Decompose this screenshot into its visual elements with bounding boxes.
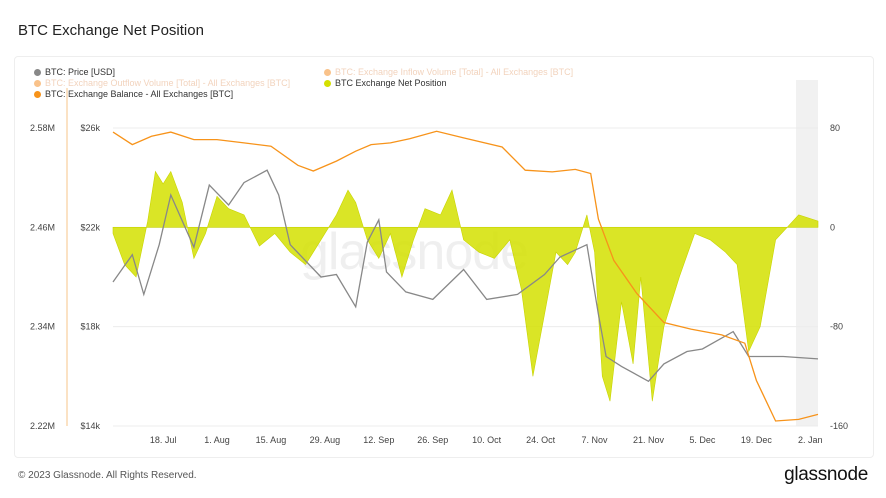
copyright: © 2023 Glassnode. All Rights Reserved.	[18, 470, 197, 481]
x-tick-label: 29. Aug	[310, 435, 341, 445]
legend-item-inflow[interactable]: BTC: Exchange Inflow Volume [Total] - Al…	[324, 67, 573, 78]
y-tick-price: $22k	[80, 222, 100, 232]
x-tick-label: 10. Oct	[472, 435, 502, 445]
x-tick-label: 5. Dec	[689, 435, 716, 445]
glassnode-logo: glassnode	[784, 464, 868, 485]
y-tick-balance: 2.34M	[30, 322, 55, 332]
recent-band	[796, 80, 818, 426]
legend-item-price[interactable]: BTC: Price [USD]	[34, 67, 115, 78]
legend-label-price: BTC: Price [USD]	[45, 67, 116, 77]
x-tick-label: 12. Sep	[363, 435, 394, 445]
y-tick-balance: 2.46M	[30, 222, 55, 232]
legend-item-balance[interactable]: BTC: Exchange Balance - All Exchanges [B…	[34, 89, 233, 100]
legend-dot-price	[34, 69, 41, 76]
x-tick-label: 18. Jul	[150, 435, 177, 445]
legend-label-net-position: BTC Exchange Net Position	[335, 78, 447, 88]
x-tick-label: 7. Nov	[582, 435, 609, 445]
y-tick-price: $18k	[80, 322, 100, 332]
x-tick-label: 19. Dec	[741, 435, 773, 445]
legend-label-balance: BTC: Exchange Balance - All Exchanges [B…	[45, 89, 234, 99]
legend-label-inflow: BTC: Exchange Inflow Volume [Total] - Al…	[335, 67, 574, 77]
legend-dot-inflow	[324, 69, 331, 76]
series-net-position-area	[112, 170, 819, 402]
y-tick-right: 80	[830, 123, 840, 133]
legend-dot-outflow	[34, 80, 41, 87]
x-tick-label: 21. Nov	[633, 435, 665, 445]
y-tick-right: -80	[830, 322, 843, 332]
x-tick-label: 2. Jan	[798, 435, 823, 445]
y-tick-price: $26k	[80, 123, 100, 133]
y-tick-right: 0	[830, 222, 835, 232]
x-tick-label: 1. Aug	[204, 435, 230, 445]
x-tick-label: 26. Sep	[417, 435, 448, 445]
series-balance-line	[112, 130, 819, 422]
series-price-line	[112, 169, 819, 383]
legend-item-outflow[interactable]: BTC: Exchange Outflow Volume [Total] - A…	[34, 78, 290, 89]
y-tick-right: -160	[830, 421, 848, 431]
y-tick-price: $14k	[80, 421, 100, 431]
y-tick-balance: 2.22M	[30, 421, 55, 431]
chart-title: BTC Exchange Net Position	[18, 22, 204, 39]
legend-label-outflow: BTC: Exchange Outflow Volume [Total] - A…	[45, 78, 291, 88]
y-tick-balance: 2.58M	[30, 123, 55, 133]
x-tick-label: 15. Aug	[256, 435, 287, 445]
legend-dot-net-position	[324, 80, 331, 87]
x-tick-label: 24. Oct	[526, 435, 556, 445]
legend-dot-balance	[34, 91, 41, 98]
legend-item-net-position[interactable]: BTC Exchange Net Position	[324, 78, 447, 89]
